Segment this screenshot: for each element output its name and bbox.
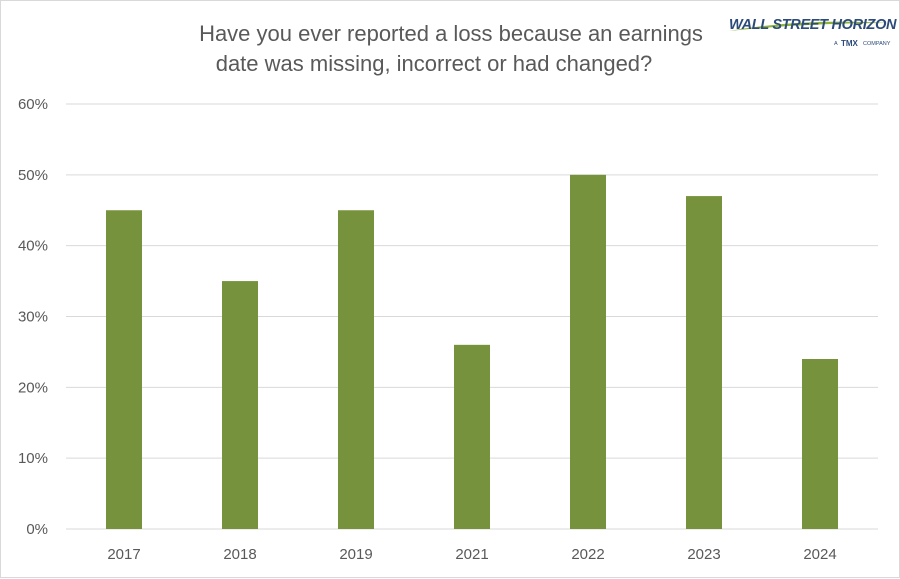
y-axis-ticks: 0% 10% 20% 30% 40% 50% 60% bbox=[18, 96, 48, 538]
chart-title-line-2: date was missing, incorrect or had chang… bbox=[216, 51, 653, 76]
x-tick-label: 2018 bbox=[223, 546, 256, 563]
x-tick-label: 2017 bbox=[107, 546, 140, 563]
x-axis-ticks: 2017 2018 2019 2021 2022 2023 2024 bbox=[107, 546, 836, 563]
x-tick-label: 2024 bbox=[803, 546, 836, 563]
x-tick-label: 2023 bbox=[687, 546, 720, 563]
bar-2022 bbox=[570, 174, 606, 530]
logo-tagline-brand: TMX bbox=[841, 39, 859, 48]
logo-tagline-prefix: A bbox=[834, 41, 838, 47]
x-tick-label: 2021 bbox=[455, 546, 488, 563]
bar-2021 bbox=[454, 344, 490, 529]
chart-title: Have you ever reported a loss because an… bbox=[199, 21, 703, 76]
chart-title-line-1: Have you ever reported a loss because an… bbox=[199, 21, 703, 46]
y-tick-label: 0% bbox=[26, 521, 48, 538]
y-tick-label: 10% bbox=[18, 450, 48, 467]
x-tick-label: 2022 bbox=[571, 546, 604, 563]
y-tick-label: 60% bbox=[18, 96, 48, 113]
bar-2019 bbox=[338, 210, 374, 529]
logo-text: WALL STREET HORIZON bbox=[729, 17, 897, 33]
bar-2018 bbox=[222, 281, 258, 529]
logo-tagline-suffix: COMPANY bbox=[863, 41, 891, 47]
y-tick-label: 30% bbox=[18, 309, 48, 326]
wall-street-horizon-logo: WALL STREET HORIZON A TMX COMPANY bbox=[729, 17, 897, 48]
y-tick-label: 40% bbox=[18, 238, 48, 255]
bar-2023 bbox=[686, 196, 722, 530]
x-tick-label: 2019 bbox=[339, 546, 372, 563]
y-tick-label: 50% bbox=[18, 167, 48, 184]
bars bbox=[106, 174, 838, 530]
y-tick-label: 20% bbox=[18, 379, 48, 396]
bar-2024 bbox=[802, 359, 838, 529]
bar-2017 bbox=[106, 210, 142, 529]
logo-swoosh-icon bbox=[729, 21, 888, 31]
